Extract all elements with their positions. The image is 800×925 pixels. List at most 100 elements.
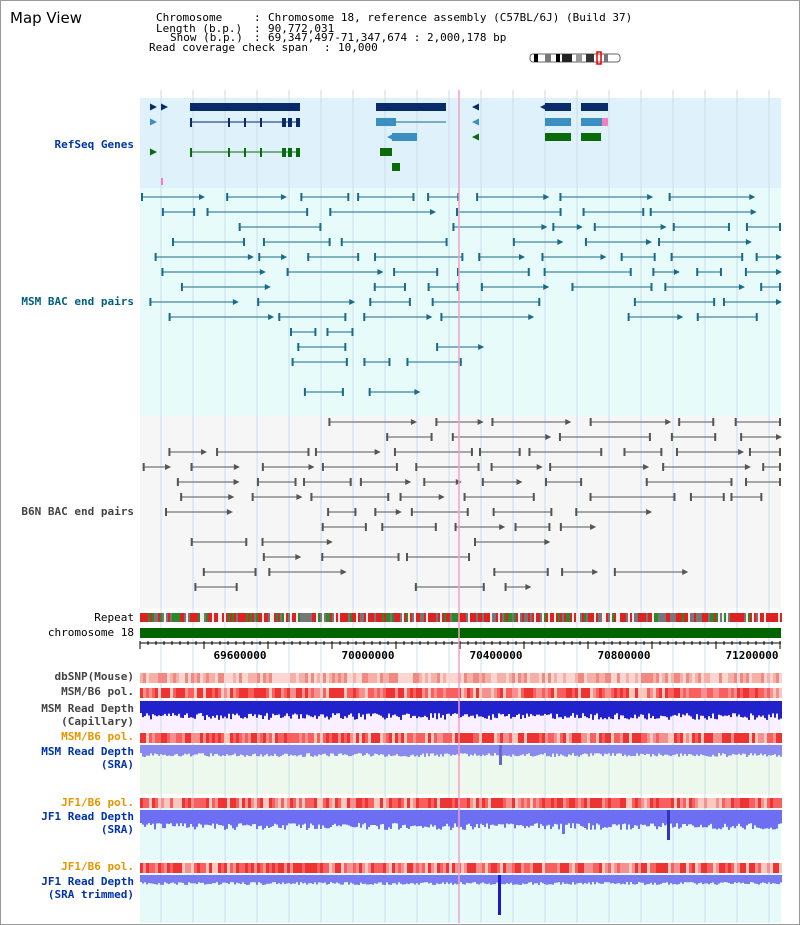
depth-bar [162,810,164,829]
depth-bar [336,745,338,757]
depth-bar [178,745,180,757]
heat-cell [545,673,548,683]
depth-bar [704,745,706,756]
depth-bar [496,745,498,756]
depth-bar [692,875,694,883]
track-label-msm-bac[interactable]: MSM BAC end pairs [21,295,134,308]
depth-bar [342,745,344,756]
heat-cell [572,733,575,743]
track-label-b6n-bac[interactable]: B6N BAC end pairs [21,505,134,518]
heat-cell [692,733,695,743]
heat-cell [473,798,476,808]
depth-bar [594,810,596,830]
depth-bar [172,810,174,827]
heat-cell [575,863,578,873]
strand-arrow [387,134,393,140]
repeat-mark [658,613,660,622]
chromosome-ideogram[interactable] [529,51,621,65]
depth-bar [776,745,778,757]
depth-bar [306,810,308,830]
depth-bar [224,745,226,756]
heat-cell [407,798,410,808]
depth-bar [550,875,552,885]
depth-bar [612,745,614,754]
heat-cell [248,688,251,698]
bac-end [154,253,157,261]
depth-bar [612,701,614,720]
depth-bar [360,701,362,717]
heat-cell [158,688,161,698]
depth-bar [618,745,620,754]
heat-cell [242,798,245,808]
depth-bar [234,810,236,830]
heat-cell [731,798,734,808]
repeat-mark [162,613,164,622]
heat-cell [557,673,560,683]
depth-bar [172,875,174,883]
bac-end [664,283,667,291]
repeat-mark [350,613,352,622]
depth-bar [722,810,724,828]
heat-cell [188,863,191,873]
repeat-mark [252,613,254,622]
depth-bar [678,875,680,885]
heat-cell [269,688,272,698]
b6n-bac-pairs[interactable] [142,418,782,591]
depth-bar [762,701,764,716]
heat-cell [419,863,422,873]
heat-cell [278,733,281,743]
repeat-mark [148,613,150,622]
heat-cell [230,798,233,808]
depth-bar [436,875,438,884]
depth-bar [508,701,510,715]
repeat-mark [524,613,526,622]
depth-bar [716,875,718,885]
refseq-features[interactable] [150,103,608,185]
bac-end [648,433,651,441]
bac-end [722,493,725,501]
heat-cell [194,688,197,698]
bac-end [194,583,197,591]
depth-bar [680,745,682,754]
repeat-mark [222,613,224,622]
depth-bar [230,701,232,720]
depth-bar [492,875,494,885]
depth-bar [380,745,382,755]
msm-bac-pairs[interactable] [141,193,782,396]
heat-cell [269,863,272,873]
depth-bar [634,745,636,757]
bac-end [257,298,260,306]
heat-cell [251,688,254,698]
repeat-mark [388,613,390,622]
heat-cell [767,673,770,683]
show-value: 69,347,497-71,347,674 : 2,000,178 bp [268,31,507,44]
depth-bar [546,810,548,826]
heat-cell [485,798,488,808]
depth-bar [412,745,414,755]
track-label-refseq[interactable]: RefSeq Genes [54,138,134,151]
repeat-mark [642,613,644,622]
heat-cell [593,673,596,683]
heat-cell [500,673,503,683]
depth-bar [236,701,238,714]
repeat-mark [472,613,474,622]
depth-bar [322,701,324,715]
depth-bar [348,701,350,715]
depth-bar [560,810,562,824]
bac-end [314,328,317,336]
repeat-mark [728,613,730,622]
heat-cell [386,798,389,808]
depth-bar [720,875,722,883]
depth-bar [212,810,214,824]
heat-cell [152,863,155,873]
heat-cell [680,688,683,698]
heat-cell [188,798,191,808]
heat-cell [386,733,389,743]
heat-cell [398,798,401,808]
repeat-mark [442,613,444,622]
heat-cell [773,673,776,683]
heat-cell [332,863,335,873]
repeat-mark [588,613,590,622]
depth-bar [380,875,382,883]
